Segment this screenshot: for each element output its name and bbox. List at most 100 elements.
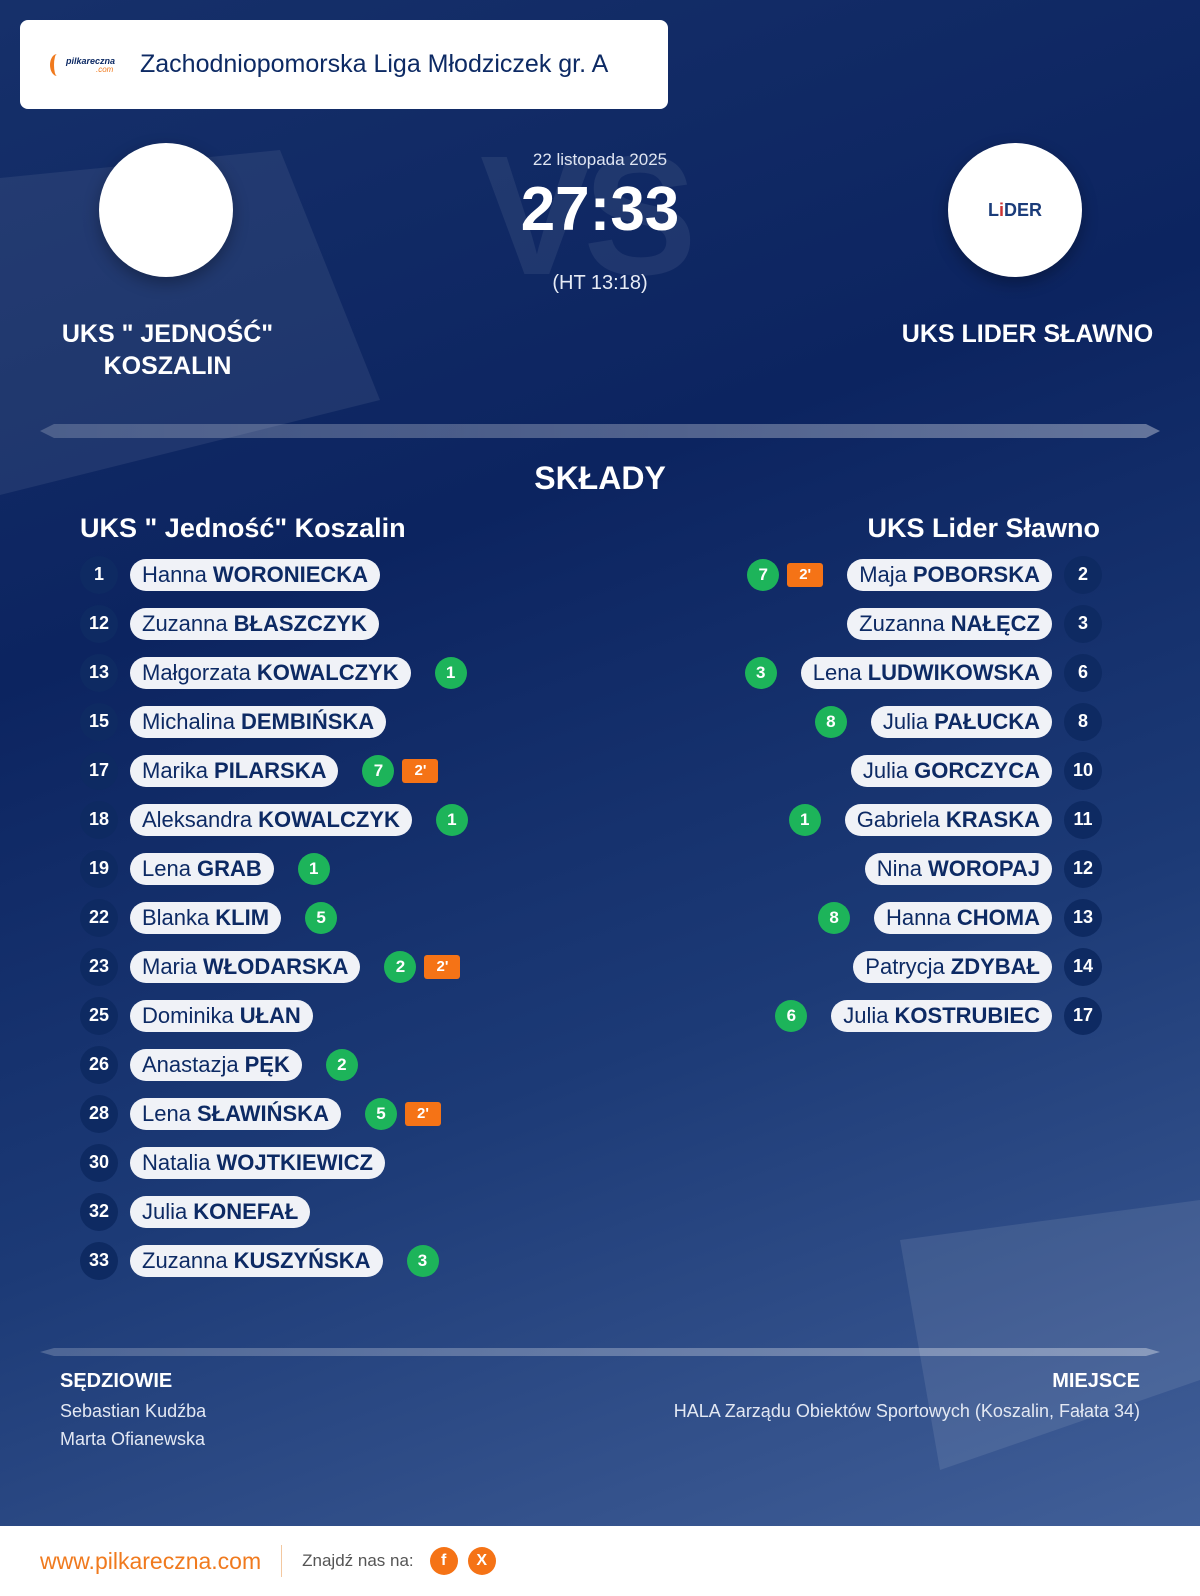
player-number: 6 [1064,653,1102,692]
goals-badge: 2 [384,950,417,983]
player-name: Lena SŁAWIŃSKA [130,1097,341,1130]
player-row: 18 Aleksandra KOWALCZYK 1 [80,795,620,844]
goals-badge: 2 [325,1048,358,1081]
player-last-name: UŁAN [239,1002,301,1028]
player-first-name: Julia [142,1198,188,1224]
player-name: Julia KONEFAŁ [130,1195,311,1228]
player-row: 33 Zuzanna KUSZYŃSKA 3 [80,1236,620,1285]
away-lineup: 7 2' Maja POBORSKA 2 Zuzanna NAŁĘCZ 3 3 Lena LUDWI… [562,550,1102,1040]
player-number: 12 [1064,849,1102,888]
player-number: 22 [80,898,118,937]
lider-logo: LiDER [987,199,1043,220]
player-name: Julia PAŁUCKA [870,705,1052,738]
player-row: 19 Lena GRAB 1 [80,844,620,893]
player-last-name: NAŁĘCZ [950,610,1040,636]
player-first-name: Hanna [886,904,951,930]
league-header: pilkareczna .com Zachodniopomorska Liga M… [20,20,668,109]
player-stats: 5 2' [364,1097,441,1130]
goals-badge: 1 [788,803,821,836]
player-number: 17 [1064,996,1102,1035]
player-name: Aleksandra KOWALCZYK [130,803,412,836]
player-last-name: KRASKA [945,806,1040,832]
official-name: Sebastian Kudźba [60,1401,207,1421]
player-number: 10 [1064,751,1102,790]
penalty-badge: 2' [404,1101,441,1126]
away-lineup-title: UKS Lider Sławno [867,513,1100,543]
player-stats: 7 2' [747,558,824,591]
official-name: Marta Ofianewska [60,1429,206,1449]
player-number: 18 [80,800,118,839]
x-icon[interactable]: X [467,1547,496,1575]
website-link[interactable]: www.pilkareczna.com [40,1547,262,1574]
player-number: 14 [1064,947,1102,986]
player-row: 7 2' Maja POBORSKA 2 [562,550,1102,599]
venue-name: HALA Zarządu Obiektów Sportowych (Koszal… [673,1401,1140,1421]
player-first-name: Maja [859,561,907,587]
player-first-name: Lena [812,659,862,685]
home-team-name: UKS " JEDNOŚĆ" KOSZALIN [61,320,274,380]
player-number: 23 [80,947,118,986]
player-stats: 1 [297,852,330,885]
player-name: Dominika UŁAN [130,999,313,1032]
player-last-name: PĘK [244,1051,290,1077]
find-us-label: Znajdź nas na: [302,1551,414,1570]
player-stats: 6 [775,999,808,1032]
player-name: Anastazja PĘK [130,1048,302,1081]
player-stats: 8 [818,901,851,934]
player-number: 8 [1064,702,1102,741]
player-last-name: ZDYBAŁ [950,953,1040,979]
player-name: Marika PILARSKA [130,754,339,787]
player-stats: 1 [435,803,468,836]
goals-badge: 5 [305,901,338,934]
final-score: 27:33 [520,175,680,244]
vs-watermark: VS [480,121,697,311]
player-last-name: GRAB [196,855,262,881]
goals-badge: 1 [434,656,467,689]
player-stats: 5 [305,901,338,934]
player-row: 1 Hanna WORONIECKA [80,550,620,599]
home-team-crest [99,143,233,277]
goals-badge: 5 [364,1097,397,1130]
player-last-name: KUSZYŃSKA [233,1247,371,1273]
facebook-icon[interactable]: f [429,1547,458,1575]
league-title: Zachodniopomorska Liga Młodziczek gr. A [140,50,609,78]
pilkareczna-logo: pilkareczna .com [50,50,120,80]
player-last-name: WOJTKIEWICZ [216,1149,373,1175]
player-name: Maria WŁODARSKA [130,950,361,983]
player-name: Zuzanna BŁASZCZYK [130,607,379,640]
away-team-crest: LiDER [948,143,1082,277]
goals-badge: 6 [775,999,808,1032]
divider [281,1545,283,1577]
player-last-name: PAŁUCKA [934,708,1040,734]
player-row: 32 Julia KONEFAŁ [80,1187,620,1236]
player-row: 15 Michalina DEMBIŃSKA [80,697,620,746]
player-row: Julia GORCZYCA 10 [562,746,1102,795]
player-name: Hanna CHOMA [874,901,1052,934]
lineups-title: SKŁADY [534,460,666,496]
player-last-name: LUDWIKOWSKA [867,659,1040,685]
player-name: Natalia WOJTKIEWICZ [130,1146,385,1179]
player-name: Maja POBORSKA [847,558,1052,591]
divider [40,424,1160,438]
player-first-name: Patrycja [865,953,945,979]
home-lineup-title: UKS " Jedność" Koszalin [80,513,406,543]
player-name: Lena GRAB [130,852,274,885]
player-last-name: KOSTRUBIEC [894,1002,1040,1028]
player-last-name: WOROPAJ [927,855,1040,881]
player-last-name: POBORSKA [912,561,1040,587]
player-number: 28 [80,1094,118,1133]
player-number: 13 [1064,898,1102,937]
player-stats: 2 2' [384,950,461,983]
player-stats: 3 [744,656,777,689]
player-last-name: CHOMA [956,904,1040,930]
player-row: 6 Julia KOSTRUBIEC 17 [562,991,1102,1040]
player-first-name: Gabriela [856,806,940,832]
player-row: Nina WOROPAJ 12 [562,844,1102,893]
player-stats: 7 2' [362,754,439,787]
footer: www.pilkareczna.com Znajdź nas na: f X [0,1526,1200,1596]
player-number: 32 [80,1192,118,1231]
player-first-name: Lena [142,855,191,881]
player-name: Blanka KLIM [130,901,282,934]
player-number: 17 [80,751,118,790]
player-last-name: KOWALCZYK [256,659,399,685]
